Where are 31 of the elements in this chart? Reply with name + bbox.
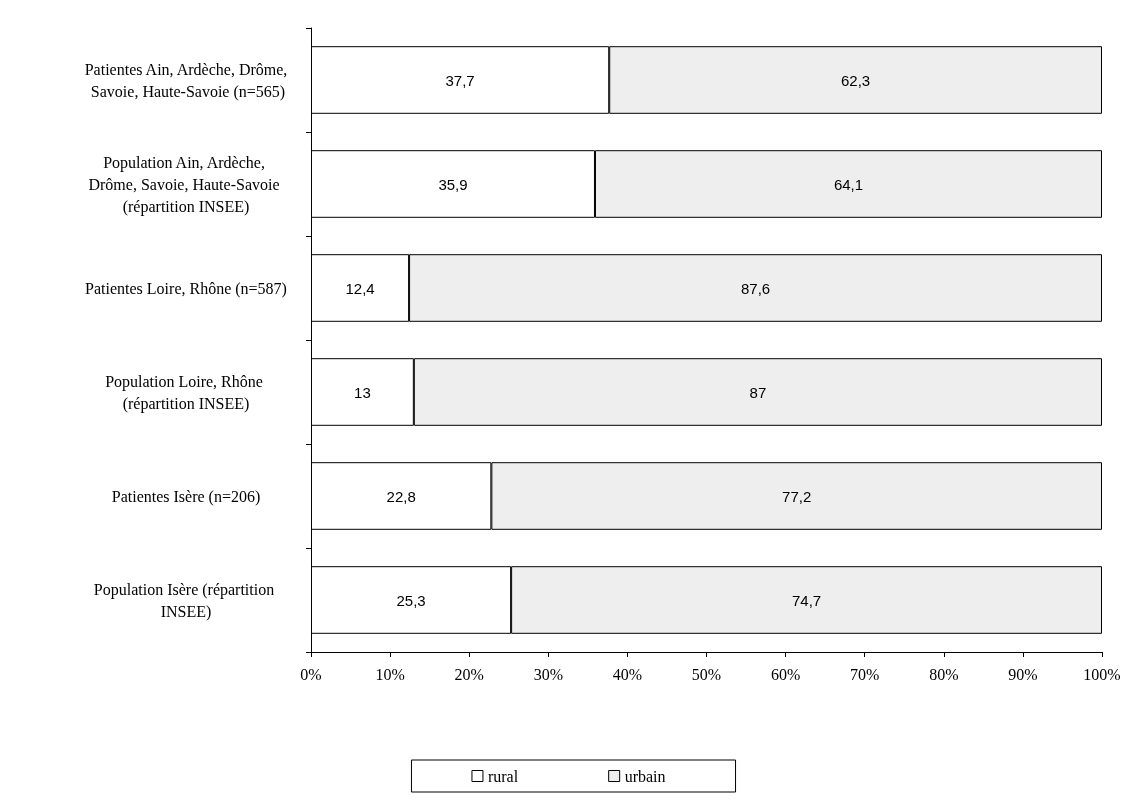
- data-label: 37,7: [445, 71, 475, 89]
- x-tick-label: 20%: [454, 665, 484, 683]
- legend-label: rural: [487, 767, 519, 785]
- y-tick-label: Population Loire, Rhône (répartition INSEE): [105, 372, 267, 413]
- data-label: 35,9: [438, 175, 468, 193]
- data-label: 12,4: [345, 279, 375, 297]
- x-tick-label: 30%: [533, 665, 563, 683]
- y-tick-label: Population Ain, Ardèche, Drôme, Savoie, Haute-Savoie (répartition INSEE): [88, 153, 284, 216]
- data-label: 87,6: [740, 279, 771, 297]
- x-tick-label: 80%: [929, 665, 959, 683]
- data-label: 77,2: [782, 487, 812, 505]
- x-tick-label: 0%: [300, 665, 322, 683]
- x-tick-label: 10%: [375, 665, 405, 683]
- data-label: 64,1: [833, 175, 864, 193]
- x-tick-label: 100%: [1083, 665, 1121, 683]
- data-label: 25,3: [396, 591, 426, 609]
- y-tick-label: Patientes Isère (n=206): [111, 487, 261, 506]
- x-tick-label: 40%: [612, 665, 643, 683]
- y-tick-label: Population Isère (répartition INSEE): [93, 580, 279, 621]
- x-tick-label: 70%: [850, 665, 880, 683]
- x-tick-label: 50%: [691, 665, 722, 683]
- data-label: 62,3: [841, 71, 871, 89]
- y-tick-label: Patientes Loire, Rhône (n=587): [85, 279, 287, 298]
- data-label: 87: [749, 383, 767, 401]
- legend-label: urbain: [624, 767, 666, 785]
- data-label: 13: [354, 383, 371, 401]
- x-tick-label: 90%: [1008, 665, 1038, 683]
- data-label: 22,8: [386, 487, 416, 505]
- y-tick-label: Patientes Ain, Ardèche, Drôme, Savoie, Haute-Savoie (n=565): [84, 60, 288, 101]
- data-label: 74,7: [791, 591, 822, 609]
- x-tick-label: 60%: [770, 665, 801, 683]
